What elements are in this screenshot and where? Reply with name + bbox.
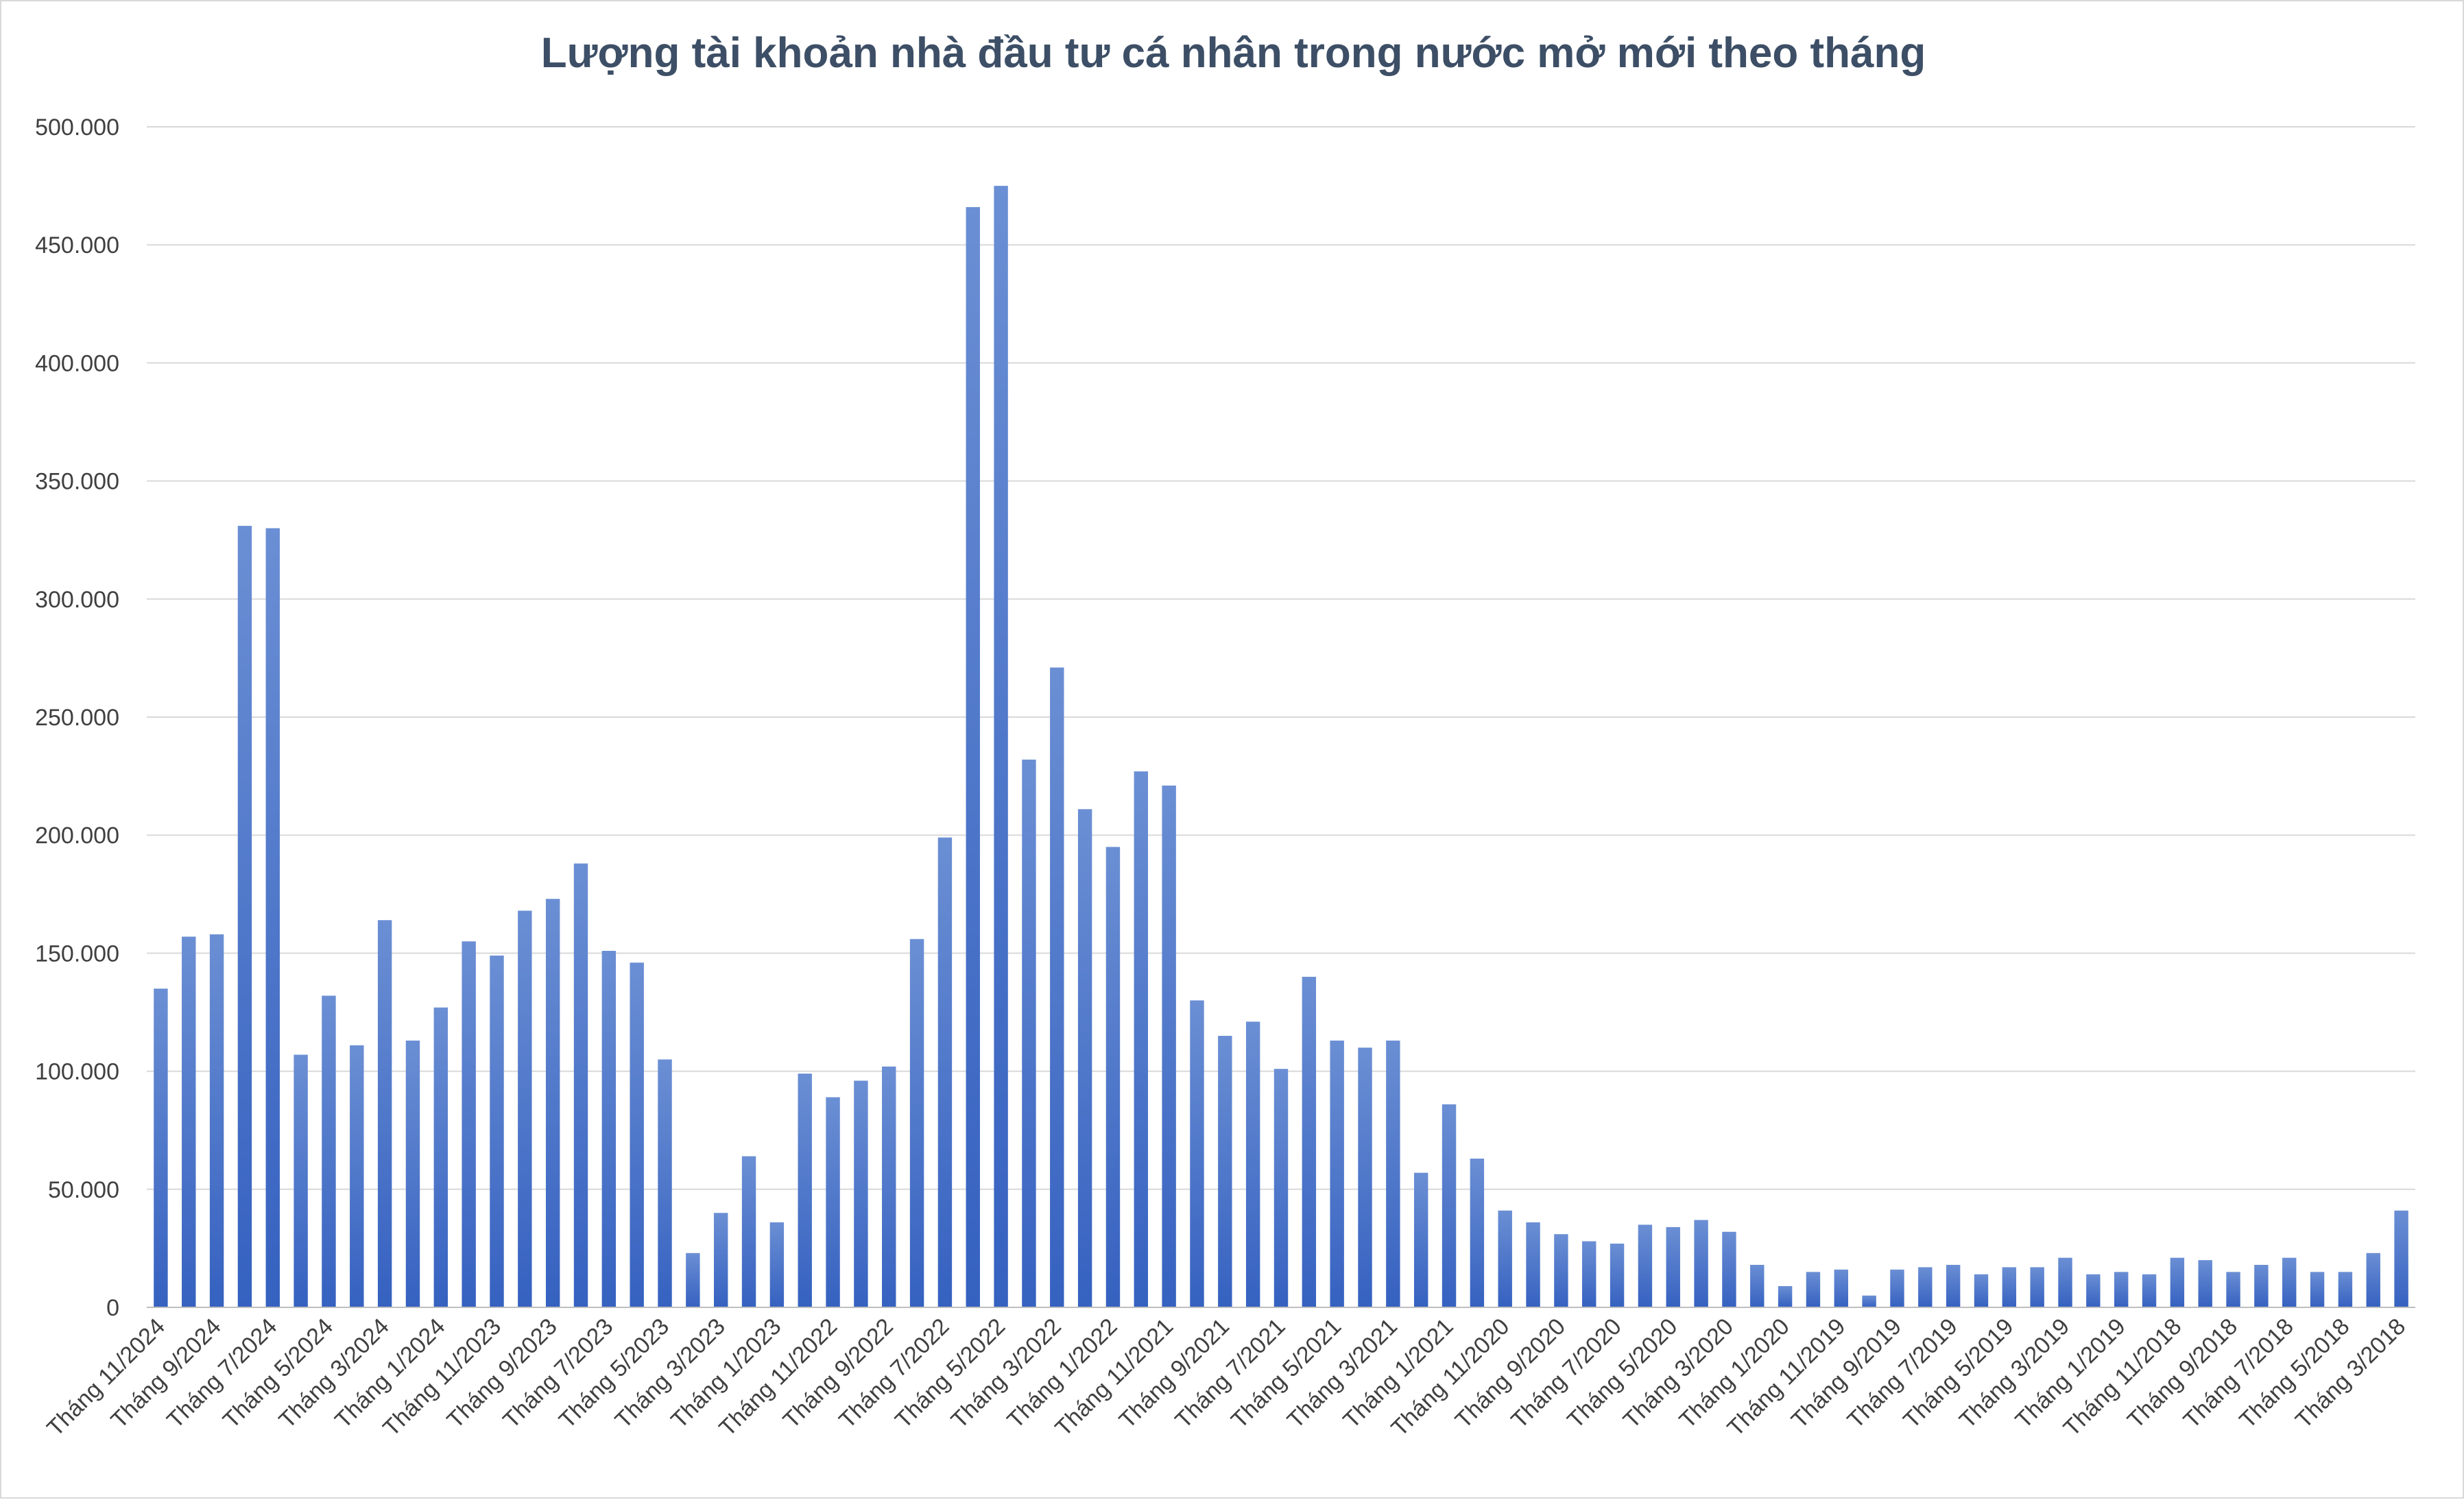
bar — [1273, 1069, 1289, 1307]
gridlines — [147, 126, 2415, 1190]
bar — [1442, 1104, 1457, 1307]
bar — [2142, 1274, 2157, 1307]
bar — [545, 899, 560, 1307]
bar — [2226, 1272, 2240, 1307]
bar — [994, 186, 1008, 1308]
y-tick-label: 50.000 — [48, 1177, 119, 1203]
bar — [1105, 847, 1121, 1307]
bar — [741, 1156, 756, 1307]
y-tick-label: 250.000 — [35, 705, 119, 731]
bar — [1946, 1265, 1961, 1307]
bar — [1554, 1234, 1568, 1307]
bar — [769, 1222, 785, 1307]
bar — [601, 950, 617, 1307]
bar — [377, 920, 392, 1307]
bar — [294, 1054, 308, 1307]
bar — [1890, 1269, 1904, 1307]
bar — [854, 1080, 868, 1307]
bar — [1834, 1269, 1848, 1307]
y-axis-ticks: 0 50.000 100.000 150.000 200.000 250.000 300.0… — [35, 114, 119, 1321]
bar — [237, 526, 252, 1307]
bar — [1694, 1220, 1708, 1307]
bar — [209, 934, 224, 1307]
bar — [1077, 809, 1092, 1307]
bar — [2282, 1257, 2297, 1307]
y-tick-label: 350.000 — [35, 469, 119, 495]
bar — [1413, 1172, 1428, 1307]
y-tick-label: 450.000 — [35, 232, 119, 258]
bar — [2002, 1267, 2017, 1307]
bar — [2170, 1257, 2185, 1307]
bar — [1974, 1274, 1989, 1307]
bar — [1610, 1244, 1625, 1307]
bar — [882, 1066, 896, 1307]
bar — [2366, 1253, 2380, 1307]
bar — [1498, 1210, 1512, 1307]
bar — [2198, 1260, 2212, 1307]
y-tick-label: 150.000 — [35, 941, 119, 967]
bar — [1302, 976, 1317, 1307]
bar — [966, 207, 980, 1308]
bar — [2030, 1267, 2044, 1307]
bar — [322, 995, 336, 1307]
bar — [1526, 1222, 1540, 1307]
bar — [1582, 1241, 1596, 1307]
bar — [573, 863, 588, 1307]
bar — [1862, 1295, 1876, 1307]
bar — [1022, 759, 1036, 1307]
bar — [1470, 1159, 1485, 1307]
bar — [1218, 1035, 1232, 1307]
bar — [630, 963, 644, 1307]
y-tick-label: 300.000 — [35, 587, 119, 613]
bar — [405, 1040, 420, 1307]
bar — [2394, 1210, 2408, 1307]
bar — [2114, 1272, 2129, 1307]
bar — [518, 910, 532, 1307]
bar — [909, 939, 924, 1307]
y-tick-label: 500.000 — [35, 114, 119, 141]
bar — [1750, 1265, 1765, 1307]
bar — [1666, 1226, 1680, 1307]
bar — [1806, 1272, 1821, 1307]
bar — [462, 941, 476, 1307]
bar — [2338, 1272, 2353, 1307]
bar — [1918, 1267, 1933, 1307]
bar — [1358, 1048, 1372, 1307]
bar — [658, 1059, 672, 1307]
y-tick-label: 100.000 — [35, 1059, 119, 1085]
bar — [265, 528, 280, 1307]
bar — [826, 1097, 840, 1307]
bar — [2254, 1265, 2269, 1307]
bar — [2058, 1257, 2072, 1307]
bar — [1386, 1040, 1400, 1307]
bar — [714, 1213, 728, 1307]
bar — [1722, 1231, 1736, 1307]
bar — [1190, 1000, 1204, 1307]
bar — [686, 1253, 700, 1307]
bar — [1330, 1040, 1344, 1307]
y-tick-label: 0 — [106, 1295, 119, 1321]
y-tick-label: 400.000 — [35, 350, 119, 376]
bar — [350, 1045, 364, 1307]
bar — [1245, 1021, 1260, 1307]
bar — [1778, 1286, 1793, 1307]
bar — [2310, 1272, 2325, 1307]
bar — [1638, 1224, 1653, 1307]
bar — [1134, 771, 1149, 1307]
bar — [937, 837, 953, 1307]
bar — [154, 989, 168, 1307]
bar — [433, 1007, 448, 1307]
bar — [182, 936, 196, 1307]
bars — [154, 186, 2408, 1308]
bar — [1050, 667, 1064, 1307]
bar — [2086, 1274, 2101, 1307]
chart-title: Lượng tài khoản nhà đầu tư cá nhân trong… — [540, 29, 1926, 77]
bar — [1162, 785, 1176, 1307]
bar — [798, 1074, 812, 1307]
y-tick-label: 200.000 — [35, 823, 119, 849]
bar — [490, 955, 504, 1307]
